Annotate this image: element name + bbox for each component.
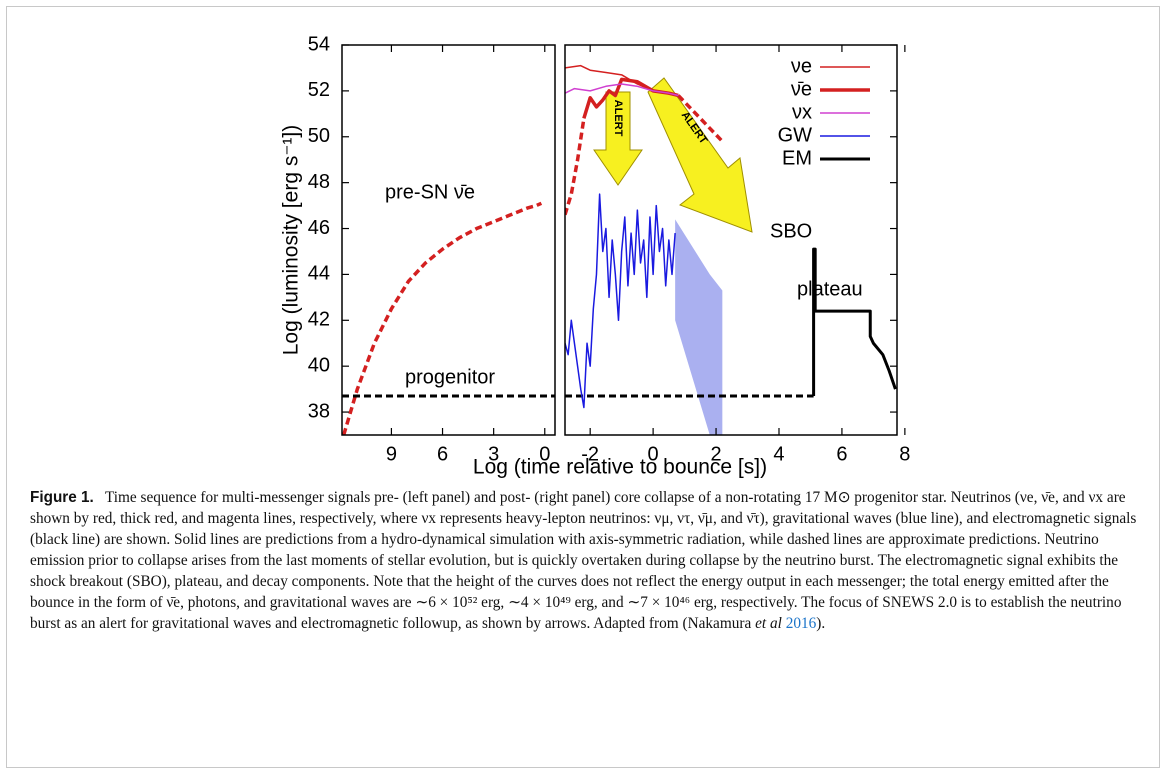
caption: Figure 1. Time sequence for multi-messen… — [30, 487, 1142, 634]
x-tick-label: 0 — [539, 443, 550, 465]
caption-tail: ). — [816, 615, 826, 632]
plot-area — [565, 64, 897, 435]
y-tick-label: 40 — [308, 354, 330, 376]
legend-label: νx — [792, 101, 812, 123]
panel-frame — [564, 44, 898, 436]
y-tick-label: 54 — [308, 33, 330, 55]
figure-frame — [6, 6, 1160, 768]
annotation: progenitor — [405, 366, 495, 388]
y-tick-label: 52 — [308, 79, 330, 101]
x-tick-label: 6 — [836, 443, 847, 465]
y-tick-label: 48 — [308, 171, 330, 193]
x-tick-label: -2 — [581, 443, 599, 465]
y-tick-label: 42 — [308, 309, 330, 331]
legend-label: νe — [791, 55, 812, 77]
y-tick-label: 44 — [308, 263, 330, 285]
annotation: plateau — [797, 278, 863, 300]
caption-body: Time sequence for multi-messenger signal… — [30, 489, 1137, 632]
y-tick-label: 46 — [308, 217, 330, 239]
citation-year[interactable]: 2016 — [785, 615, 817, 632]
x-tick-label: 8 — [899, 443, 910, 465]
y-tick-label: 38 — [308, 400, 330, 422]
x-axis-label: Log (time relative to bounce [s]) — [473, 456, 767, 479]
x-tick-label: 3 — [488, 443, 499, 465]
annotation: pre-SN ν̄e — [385, 181, 475, 203]
series-line — [565, 118, 586, 216]
caption-etal: et al — [755, 615, 782, 632]
annotation: SBO — [770, 220, 812, 242]
series-line — [565, 83, 679, 97]
alert-label: ALERT — [612, 100, 624, 137]
panel-frame — [341, 44, 556, 436]
legend-label: ν̄e — [791, 78, 812, 100]
gw-band — [675, 219, 723, 435]
x-tick-label: 2 — [710, 443, 721, 465]
series-line — [812, 247, 897, 396]
x-tick-label: 9 — [386, 443, 397, 465]
chart: ALERT ALERT Log (luminosity [erg s⁻¹]) L… — [280, 33, 911, 479]
x-tick-label: 0 — [648, 443, 659, 465]
caption-label: Figure 1. — [30, 489, 94, 506]
series-line — [342, 201, 543, 435]
y-tick-label: 50 — [308, 125, 330, 147]
y-axis-label: Log (luminosity [erg s⁻¹]) — [280, 125, 303, 356]
legend-label: GW — [778, 124, 813, 146]
x-tick-label: 6 — [437, 443, 448, 465]
legend-label: EM — [782, 147, 812, 169]
plot-area — [342, 201, 555, 435]
series-line — [565, 193, 676, 409]
x-tick-label: 4 — [773, 443, 784, 465]
